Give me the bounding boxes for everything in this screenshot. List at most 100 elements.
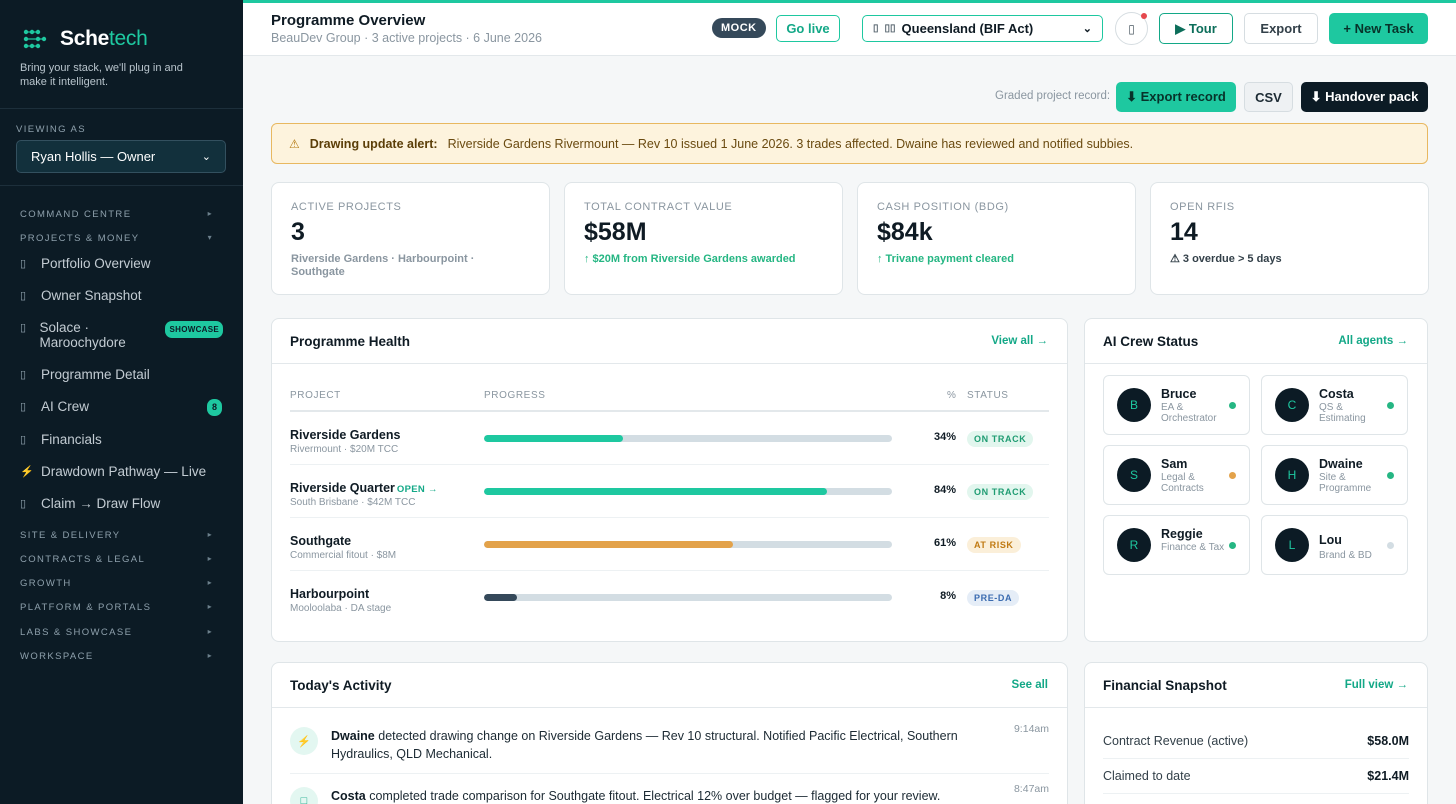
sidebar-item-owner-snapshot[interactable]: ▯ Owner Snapshot	[20, 288, 223, 304]
nav-section-site-delivery[interactable]: SITE & DELIVERY ▸	[20, 530, 213, 541]
nav-section-growth[interactable]: GROWTH ▸	[20, 578, 213, 589]
agent-role: Finance & Tax	[1161, 542, 1225, 553]
viewing-as-label: VIEWING AS	[16, 124, 86, 135]
activity-time: 8:47am	[1013, 783, 1049, 795]
see-all-link[interactable]: See all	[1011, 679, 1048, 691]
panel-header: Financial Snapshot Full view →	[1085, 663, 1427, 708]
table-row[interactable]: Riverside Quarter OPEN → South Brisbane · …	[290, 465, 1049, 518]
sidebar-item-financials[interactable]: ▯ Financials	[20, 432, 223, 448]
table-row[interactable]: Southgate Commercial fitout · $8M 61% AT RI…	[290, 518, 1049, 571]
nav-section-workspace[interactable]: WORKSPACE ▸	[20, 651, 213, 662]
agent-name: Costa	[1319, 387, 1354, 401]
drawing-update-alert: ⚠ Drawing update alert: Riverside Garden…	[271, 123, 1428, 164]
project-sub: Mooloolaba · DA stage	[290, 603, 392, 614]
progress-percent: 61%	[933, 537, 956, 549]
chevron-right-icon: ▸	[207, 554, 213, 563]
divider	[290, 773, 1049, 774]
agent-role: Brand & BD	[1319, 550, 1372, 561]
agent-card[interactable]: S Sam Legal & Contracts	[1103, 445, 1250, 505]
agent-role: QS & Estimating	[1319, 402, 1366, 424]
chevron-down-icon: ⌄	[201, 151, 211, 163]
panel-header: Today's Activity See all	[272, 663, 1067, 708]
export-button[interactable]: Export	[1244, 13, 1318, 44]
top-accent-bar	[243, 0, 1456, 3]
avatar: L	[1275, 528, 1309, 562]
chevron-right-icon: ▸	[207, 627, 213, 636]
panel-title: Programme Health	[290, 333, 411, 349]
activity-message: completed trade comparison for Southgate…	[365, 789, 941, 803]
chevron-right-icon: ▸	[207, 602, 213, 611]
sidebar-item-portfolio-overview[interactable]: ▯ Portfolio Overview	[20, 256, 223, 272]
agent-card[interactable]: C Costa QS & Estimating	[1261, 375, 1408, 435]
chevron-right-icon: ▸	[207, 651, 213, 660]
activity-text: Dwaine detected drawing change on Rivers…	[331, 727, 1011, 763]
region-value: Queensland (BIF Act)	[901, 21, 1034, 36]
sidebar: Schetech Bring your stack, we'll plug in…	[0, 0, 243, 804]
progress-percent: 84%	[933, 484, 956, 496]
handover-pack-button[interactable]: ⬇ Handover pack	[1301, 82, 1428, 112]
agent-card[interactable]: B Bruce EA & Orchestrator	[1103, 375, 1250, 435]
csv-button[interactable]: CSV	[1244, 82, 1293, 112]
status-dot	[1387, 472, 1394, 479]
nav-section-labs-showcase[interactable]: LABS & SHOWCASE ▸	[20, 627, 213, 638]
financial-value: $58.0M	[1367, 734, 1409, 748]
table-header: PROJECT PROGRESS % STATUS	[290, 390, 1049, 412]
header: Programme Overview BeauDev Group · 3 act…	[243, 3, 1456, 56]
sidebar-item-solace[interactable]: ▯ Solace · Maroochydore SHOWCASE	[20, 320, 223, 350]
page-icon: ▯	[20, 498, 27, 510]
progress-percent: 8%	[940, 590, 956, 602]
agent-role: EA & Orchestrator	[1161, 402, 1217, 424]
new-task-button[interactable]: + New Task	[1329, 13, 1428, 44]
page-icon: ▯	[20, 290, 27, 302]
nav-section-command-centre[interactable]: COMMAND CENTRE ▸	[20, 209, 213, 220]
table-row[interactable]: Riverside Gardens Rivermount · $20M TCC 34…	[290, 412, 1049, 465]
project-name-text: Harbourpoint	[290, 587, 370, 601]
sidebar-item-label: Owner Snapshot	[41, 288, 142, 303]
tour-button[interactable]: ▶ Tour	[1159, 13, 1233, 44]
project-sub: Commercial fitout · $8M	[290, 550, 397, 561]
sidebar-item-ai-crew[interactable]: ▯ AI Crew 8	[20, 399, 223, 416]
sidebar-item-programme-detail[interactable]: ▯ Programme Detail	[20, 367, 223, 383]
go-live-button[interactable]: Go live	[776, 15, 840, 42]
kpi-label: OPEN RFIS	[1170, 201, 1235, 213]
sidebar-item-label: Claim → Draw Flow	[41, 496, 161, 511]
region-select[interactable]: ▯ ▯▯ Queensland (BIF Act) ⌄	[862, 15, 1103, 42]
export-record-button[interactable]: ⬇ Export record	[1116, 82, 1236, 112]
open-link[interactable]: OPEN →	[396, 484, 438, 495]
status-dot	[1229, 542, 1236, 549]
agent-name: Lou	[1319, 533, 1342, 547]
viewing-as-select[interactable]: Ryan Hollis — Owner ⌄	[16, 140, 226, 173]
view-all-link[interactable]: View all →	[991, 335, 1048, 347]
kpi-label: ACTIVE PROJECTS	[291, 201, 402, 213]
nav-section-label: PROJECTS & MONEY	[20, 233, 140, 244]
agent-card[interactable]: H Dwaine Site & Programme	[1261, 445, 1408, 505]
brand-name: Schetech	[60, 27, 148, 51]
brand[interactable]: Schetech	[22, 27, 148, 51]
sidebar-item-drawdown-pathway[interactable]: ⚡ Drawdown Pathway — Live	[20, 464, 223, 480]
full-view-link[interactable]: Full view →	[1344, 679, 1408, 691]
chevron-right-icon: ▸	[207, 530, 213, 539]
nav-section-platform-portals[interactable]: PLATFORM & PORTALS ▸	[20, 602, 213, 613]
bell-icon: ▯	[1128, 21, 1135, 36]
nav-section-contracts-legal[interactable]: CONTRACTS & LEGAL ▸	[20, 554, 213, 565]
status-badge: ON TRACK	[967, 484, 1034, 500]
nav-section-projects-money[interactable]: PROJECTS & MONEY ▾	[20, 233, 213, 244]
table-row[interactable]: Harbourpoint Mooloolaba · DA stage 8% PRE-D…	[290, 571, 1049, 624]
column-progress: PROGRESS	[484, 390, 546, 401]
nav-section-label: CONTRACTS & LEGAL	[20, 554, 146, 565]
project-name: Riverside Quarter OPEN →	[290, 481, 438, 495]
tagline: Bring your stack, we'll plug in and make…	[20, 62, 183, 88]
all-agents-link[interactable]: All agents →	[1338, 335, 1408, 347]
agent-role: Legal & Contracts	[1161, 472, 1204, 494]
sidebar-item-claim-draw-flow[interactable]: ▯ Claim → Draw Flow	[20, 496, 223, 512]
agent-card[interactable]: L Lou Brand & BD	[1261, 515, 1408, 575]
avatar: B	[1117, 388, 1151, 422]
page-icon: ▯	[20, 322, 27, 334]
nav-section-label: LABS & SHOWCASE	[20, 627, 133, 638]
sidebar-item-label: Drawdown Pathway — Live	[41, 464, 207, 479]
mock-badge: MOCK	[712, 18, 766, 38]
agent-card[interactable]: R Reggie Finance & Tax	[1103, 515, 1250, 575]
panel-title: Today's Activity	[290, 677, 392, 693]
agent-name: Bruce	[1161, 387, 1197, 401]
progress-bar	[484, 488, 892, 495]
